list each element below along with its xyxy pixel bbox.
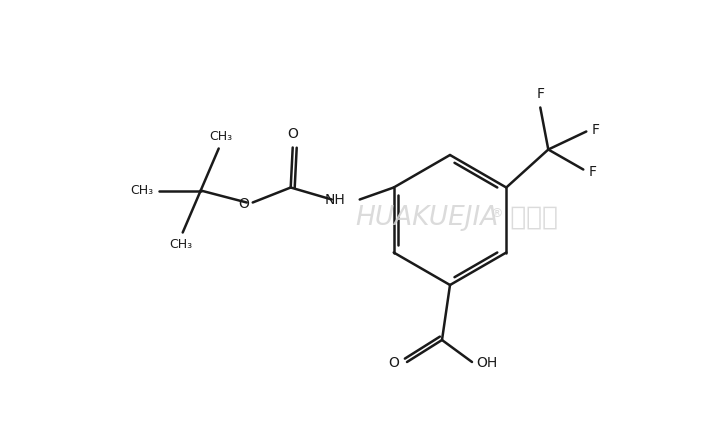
Text: O: O [388,356,399,370]
Text: CH₃: CH₃ [130,184,154,197]
Text: OH: OH [476,356,497,370]
Text: 化学加: 化学加 [502,205,558,231]
Text: F: F [536,87,544,101]
Text: O: O [287,126,298,141]
Text: F: F [591,122,599,136]
Text: O: O [238,198,249,212]
Text: ®: ® [490,208,503,221]
Text: NH: NH [325,193,346,207]
Text: CH₃: CH₃ [169,239,192,252]
Text: CH₃: CH₃ [209,129,232,142]
Text: F: F [588,164,597,178]
Text: HUAKUEJIA: HUAKUEJIA [355,205,498,231]
